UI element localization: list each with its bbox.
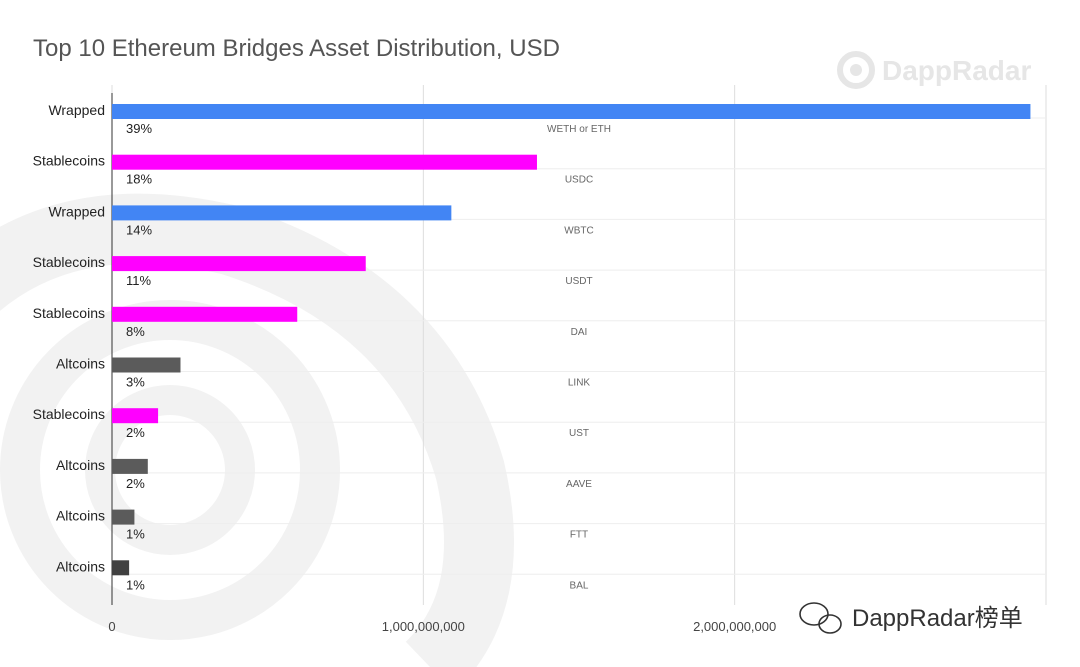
- percent-label: 1%: [126, 527, 145, 542]
- bars-group: [112, 104, 1031, 576]
- percent-label: 14%: [126, 222, 152, 237]
- asset-label: WETH or ETH: [547, 124, 611, 135]
- wechat-channel: DappRadar榜单: [852, 605, 1023, 632]
- bar-dai: [112, 306, 298, 322]
- category-label: Stablecoins: [33, 254, 105, 270]
- bar-aave: [112, 458, 148, 474]
- category-label: Wrapped: [48, 203, 105, 219]
- category-label: Altcoins: [56, 508, 105, 524]
- watermark-logo-small: DappRadar: [837, 51, 1031, 89]
- asset-label: LINK: [568, 378, 591, 389]
- asset-label: DAI: [571, 327, 588, 338]
- x-tick-label: 1,000,000,000: [382, 619, 465, 634]
- asset-label: USDC: [565, 175, 593, 186]
- category-label: Stablecoins: [33, 406, 105, 422]
- category-label: Altcoins: [56, 558, 105, 574]
- chart-title: Top 10 Ethereum Bridges Asset Distributi…: [33, 35, 560, 62]
- wechat-watermark: DappRadar榜单: [799, 602, 1023, 634]
- percent-label: 8%: [126, 324, 145, 339]
- percent-label: 39%: [126, 121, 152, 136]
- category-label: Altcoins: [56, 356, 105, 372]
- bar-bal: [112, 560, 130, 576]
- category-label: Altcoins: [56, 457, 105, 473]
- bar-wbtc: [112, 205, 452, 221]
- percent-label: 1%: [126, 577, 145, 592]
- category-label: Wrapped: [48, 102, 105, 118]
- asset-label: USDT: [565, 276, 592, 287]
- watermark-logo-large: [0, 193, 514, 667]
- wechat-icon: [799, 602, 842, 634]
- asset-label: FTT: [570, 530, 588, 541]
- bar-ftt: [112, 509, 135, 525]
- x-tick-label: 0: [108, 619, 115, 634]
- bar-weth-or-eth: [112, 104, 1031, 119]
- asset-label: AAVE: [566, 479, 592, 490]
- watermark-brand: DappRadar: [882, 55, 1031, 86]
- percent-label: 11%: [126, 273, 151, 288]
- percent-label: 2%: [126, 425, 145, 440]
- bar-usdc: [112, 154, 537, 170]
- asset-label: BAL: [570, 580, 589, 591]
- asset-label: WBTC: [564, 225, 593, 236]
- bar-link: [112, 357, 181, 373]
- x-axis-ticks: 0 1,000,000,000 2,000,000,000: [108, 619, 776, 634]
- bar-ust: [112, 408, 159, 424]
- percent-label: 18%: [126, 172, 152, 187]
- category-label: Stablecoins: [33, 153, 105, 169]
- labels-group: Wrapped 39% WETH or ETH Stablecoins 18% USDC W…: [33, 102, 611, 592]
- asset-label: UST: [569, 428, 589, 439]
- bar-usdt: [112, 256, 366, 272]
- category-label: Stablecoins: [33, 305, 105, 321]
- x-tick-label: 2,000,000,000: [693, 619, 776, 634]
- percent-label: 2%: [126, 476, 145, 491]
- percent-label: 3%: [126, 375, 145, 390]
